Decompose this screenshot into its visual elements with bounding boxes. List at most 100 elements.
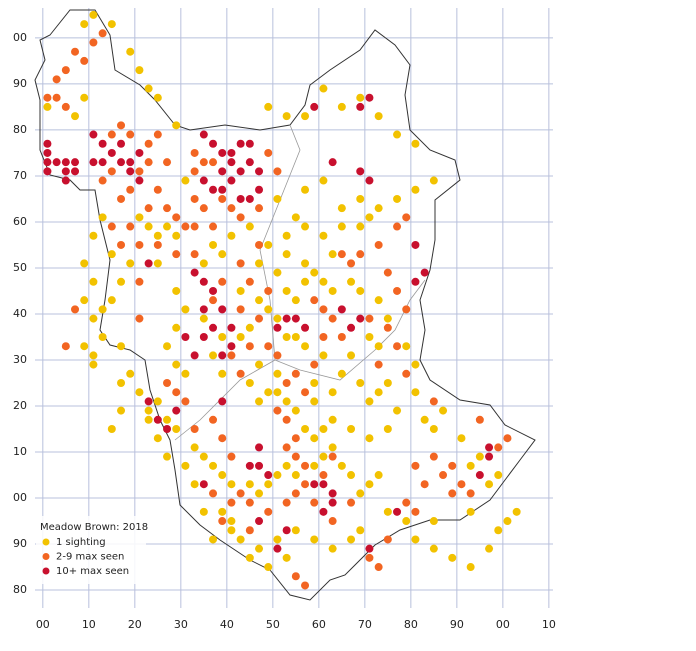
sighting-dot: [227, 342, 236, 351]
sighting-dot: [199, 452, 208, 461]
sighting-dot: [89, 130, 98, 139]
sighting-dot: [411, 360, 420, 369]
sighting-dot: [227, 148, 236, 157]
sighting-dot: [273, 535, 282, 544]
sighting-dot: [347, 259, 356, 268]
sighting-dot: [199, 259, 208, 268]
sighting-dot: [71, 167, 80, 176]
y-tick-label: 40: [13, 307, 27, 320]
sighting-dot: [209, 296, 218, 305]
sighting-dot: [153, 415, 162, 424]
sighting-dot: [172, 121, 181, 130]
sighting-dot: [218, 351, 227, 360]
sighting-dot: [255, 167, 264, 176]
sighting-dot: [255, 517, 264, 526]
sighting-dot: [135, 388, 144, 397]
sighting-dot: [199, 507, 208, 516]
sighting-dot: [337, 369, 346, 378]
sighting-dot: [347, 498, 356, 507]
sighting-dot: [227, 231, 236, 240]
sighting-dot: [319, 176, 328, 185]
legend-box: [36, 516, 146, 584]
sighting-dot: [209, 535, 218, 544]
sighting-dot: [61, 176, 70, 185]
sighting-dot: [245, 342, 254, 351]
sighting-dot: [163, 222, 172, 231]
x-tick-label: 90: [450, 618, 464, 631]
sighting-dot: [190, 167, 199, 176]
sighting-dot: [439, 471, 448, 480]
sighting-dot: [89, 360, 98, 369]
sighting-dot: [144, 204, 153, 213]
sighting-dot: [383, 379, 392, 387]
sighting-dot: [347, 471, 356, 480]
x-tick-label: 40: [220, 618, 234, 631]
sighting-dot: [71, 158, 80, 167]
sighting-dot: [126, 47, 135, 56]
sighting-dot: [43, 93, 52, 102]
sighting-dot: [144, 139, 153, 148]
sighting-dot: [503, 517, 512, 526]
sighting-dot: [163, 452, 172, 461]
sighting-dot: [80, 259, 89, 268]
sighting-dot: [411, 185, 420, 194]
sighting-dot: [347, 425, 356, 434]
legend-label: 2-9 max seen: [56, 552, 124, 563]
sighting-dot: [245, 553, 254, 562]
sighting-dot: [301, 342, 310, 351]
sighting-dot: [98, 176, 107, 185]
sighting-dot: [218, 194, 227, 203]
sighting-dot: [126, 158, 135, 167]
sighting-dot: [337, 332, 346, 341]
sighting-dot: [199, 332, 208, 341]
sighting-dot: [282, 250, 291, 259]
sighting-dot: [310, 360, 319, 369]
legend-swatch: [42, 567, 50, 575]
x-tick-label: 70: [358, 618, 372, 631]
sighting-dot: [107, 167, 116, 176]
sighting-dot: [117, 277, 126, 286]
sighting-dot: [117, 406, 126, 415]
sighting-dot: [356, 250, 365, 259]
sighting-dot: [356, 379, 365, 387]
sighting-dot: [319, 507, 328, 516]
sighting-dot: [98, 139, 107, 148]
sighting-dot: [236, 369, 245, 378]
sighting-dot: [328, 498, 337, 507]
sighting-dot: [172, 250, 181, 259]
sighting-dot: [52, 75, 61, 84]
y-tick-label: 90: [13, 537, 27, 550]
sighting-dot: [310, 480, 319, 489]
sighting-dot: [383, 323, 392, 332]
sighting-dot: [301, 480, 310, 489]
sighting-dot: [117, 379, 126, 387]
sighting-dot: [429, 452, 438, 461]
sighting-dot: [291, 471, 300, 480]
sighting-dot: [236, 213, 245, 222]
sighting-dot: [273, 268, 282, 277]
sighting-dot: [282, 443, 291, 452]
sighting-dot: [245, 277, 254, 286]
sighting-dot: [365, 553, 374, 562]
sighting-dot: [310, 268, 319, 277]
sighting-dot: [89, 38, 98, 47]
sighting-dot: [181, 305, 190, 314]
sighting-dot: [227, 526, 236, 535]
sighting-dot: [273, 314, 282, 323]
sighting-dot: [448, 461, 457, 470]
dots: [43, 10, 521, 590]
sighting-dot: [227, 498, 236, 507]
sighting-dot: [273, 323, 282, 332]
sighting-dot: [227, 323, 236, 332]
sighting-dot: [282, 461, 291, 470]
sighting-dot: [466, 507, 475, 516]
sighting-dot: [475, 471, 484, 480]
sighting-dot: [429, 176, 438, 185]
sighting-dot: [181, 369, 190, 378]
sighting-dot: [181, 397, 190, 406]
sighting-dot: [301, 259, 310, 268]
sighting-dot: [135, 277, 144, 286]
sighting-dot: [420, 415, 429, 424]
sighting-dot: [245, 139, 254, 148]
sighting-dot: [356, 93, 365, 102]
